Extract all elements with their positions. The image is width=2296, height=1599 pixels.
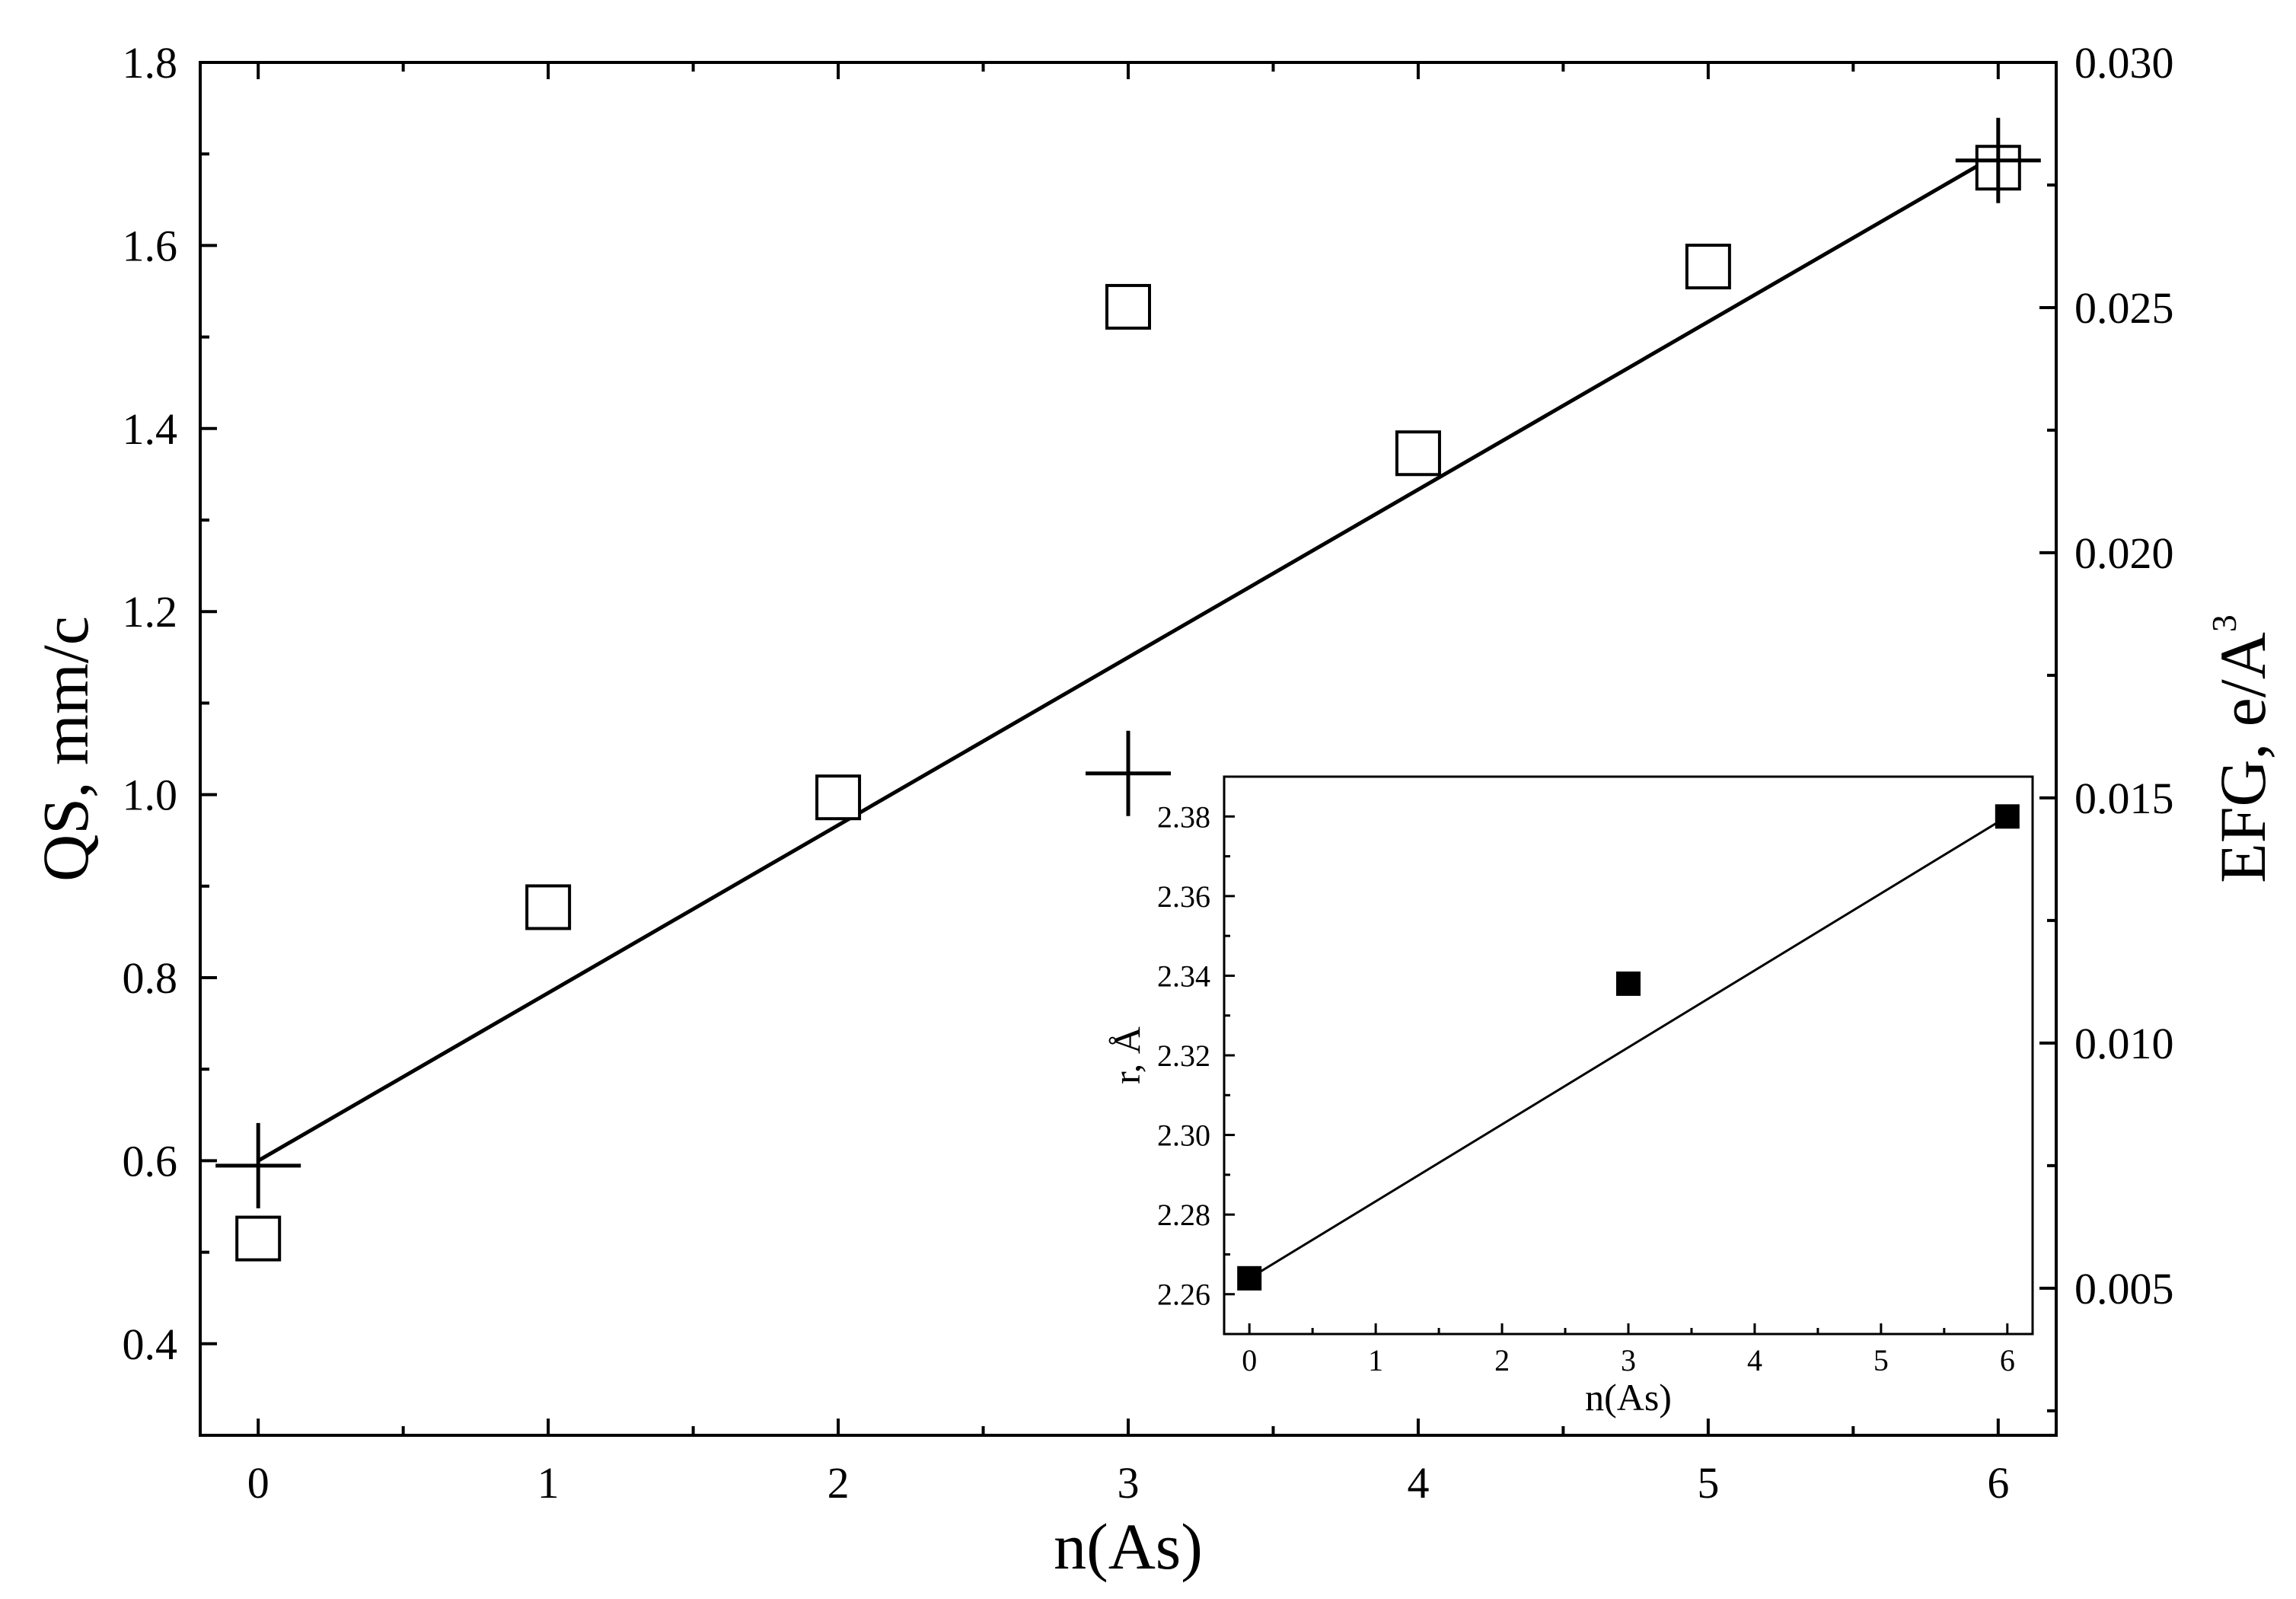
- inset-frame: [1223, 775, 2034, 1336]
- inset-plot: 0 1 2 3 4 5 6 2.26 2.28 2.30 2.32 2.34 2.36 2.38 n(As)…: [1105, 775, 2034, 1419]
- inset-x-tick-label: 4: [1747, 1343, 1762, 1377]
- inset-y-tick-label: 2.32: [1157, 1039, 1210, 1073]
- x-tick-label: 6: [1987, 1458, 2009, 1508]
- y-right-tick-label: 0.025: [2074, 283, 2174, 333]
- plus-point: [1086, 730, 1171, 816]
- y-right-axis-title: EFG, e/A3: [2205, 614, 2279, 883]
- y-right-tick-label: 0.015: [2074, 774, 2174, 823]
- open-square-point: [1105, 283, 1151, 330]
- open-square-point: [235, 1215, 282, 1262]
- inset-x-tick-label: 3: [1621, 1343, 1636, 1377]
- x-tick-label: 1: [537, 1458, 560, 1508]
- inset-y-tick-label: 2.30: [1157, 1119, 1210, 1153]
- inset-x-tick-label: 5: [1873, 1343, 1889, 1377]
- y-right-tick-label: 0.005: [2074, 1264, 2174, 1313]
- y-left-tick-label: 0.8: [123, 953, 178, 1003]
- inset-filled-square-point: [1995, 804, 2020, 829]
- x-tick-label: 3: [1118, 1458, 1140, 1508]
- plus-point: [1955, 117, 2041, 203]
- inset-y-tick-label: 2.28: [1157, 1198, 1210, 1232]
- y-left-tick-label: 1.8: [123, 38, 178, 88]
- open-square-point: [815, 774, 862, 821]
- plus-point: [215, 1122, 301, 1208]
- y-left-tick-label: 0.6: [123, 1136, 178, 1186]
- y-left-tick-label: 1.4: [123, 404, 178, 454]
- y-left-tick-label: 1.6: [123, 221, 178, 270]
- inset-y-tick-label: 2.38: [1157, 800, 1210, 834]
- x-tick-label: 5: [1697, 1458, 1719, 1508]
- y-right-axis-title-text: EFG, e/A: [2206, 632, 2279, 883]
- x-tick-label: 2: [828, 1458, 850, 1508]
- x-axis-title: n(As): [1054, 1510, 1203, 1583]
- inset-x-axis-title: n(As): [1585, 1376, 1672, 1419]
- inset-x-tick-label: 0: [1242, 1343, 1257, 1377]
- inset-filled-square-point: [1616, 971, 1641, 996]
- x-tick-label: 4: [1407, 1458, 1429, 1508]
- open-square-point: [525, 884, 572, 930]
- open-square-point: [1395, 430, 1441, 477]
- inset-filled-square-point: [1237, 1265, 1262, 1291]
- y-right-tick-label: 0.010: [2074, 1019, 2174, 1068]
- y-right-tick-label: 0.030: [2074, 38, 2174, 88]
- y-right-axis-title-superscript: 3: [2205, 614, 2243, 632]
- y-left-tick-label: 1.2: [123, 587, 178, 637]
- inset-y-axis-title: r, Å: [1105, 1026, 1148, 1084]
- inset-x-tick-label: 1: [1368, 1343, 1383, 1377]
- inset-y-tick-label: 2.36: [1157, 879, 1210, 914]
- inset-x-tick-label: 2: [1494, 1343, 1510, 1377]
- y-left-tick-label: 1.0: [123, 771, 178, 820]
- inset-fit-line: [1248, 815, 2008, 1280]
- open-square-point: [1685, 244, 1731, 290]
- y-left-axis-title: QS, mm/c: [29, 616, 102, 882]
- inset-x-tick-label: 6: [2000, 1343, 2015, 1377]
- y-left-tick-label: 0.4: [123, 1320, 178, 1369]
- main-plot: 0 1 2 3 4 5 6 0.4 0.6 0.8 1.0 1.2 1.4 1.6 1.8 0.005 0.01…: [29, 38, 2279, 1583]
- fit-line: [257, 152, 2000, 1163]
- x-tick-label: 0: [247, 1458, 269, 1508]
- y-right-tick-label: 0.020: [2074, 528, 2174, 578]
- inset-y-tick-label: 2.34: [1157, 959, 1210, 993]
- inset-y-tick-label: 2.26: [1157, 1278, 1210, 1312]
